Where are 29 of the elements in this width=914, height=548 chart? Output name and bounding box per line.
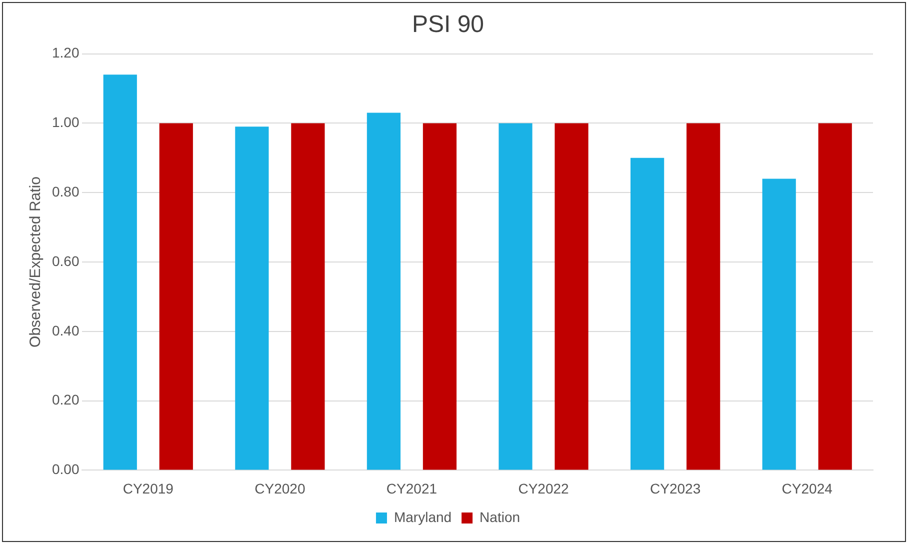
legend-label: Maryland <box>394 508 452 525</box>
bar <box>818 123 852 470</box>
x-tick-label: CY2022 <box>518 480 570 496</box>
x-tick-label: CY2023 <box>650 480 701 496</box>
y-tick-label: 0.80 <box>52 183 80 200</box>
y-tick-label: 0.20 <box>52 392 80 408</box>
bar <box>498 123 532 470</box>
bar <box>762 178 796 470</box>
y-axis-title: Observed/Expected Ratio <box>27 176 44 348</box>
bar <box>235 126 269 470</box>
x-tick-label: CY2020 <box>254 480 306 496</box>
bar <box>366 112 401 470</box>
bar <box>291 123 325 470</box>
x-tick-label: CY2024 <box>782 480 833 496</box>
y-tick-label: 0.00 <box>52 461 80 478</box>
y-tick-label: 1.00 <box>52 114 80 130</box>
y-tick-label: 1.20 <box>52 44 80 61</box>
bar <box>422 123 457 470</box>
bar <box>630 158 664 470</box>
bar <box>686 123 720 470</box>
bar <box>103 74 137 470</box>
y-tick-label: 0.60 <box>52 252 80 269</box>
x-tick-label: CY2019 <box>122 480 174 496</box>
legend-label: Nation <box>480 508 520 525</box>
bar <box>554 123 588 470</box>
x-tick-label: CY2021 <box>386 480 438 496</box>
bar <box>159 123 193 470</box>
y-tick-label: 0.40 <box>52 322 80 338</box>
chart-title: PSI 90 <box>412 11 484 38</box>
